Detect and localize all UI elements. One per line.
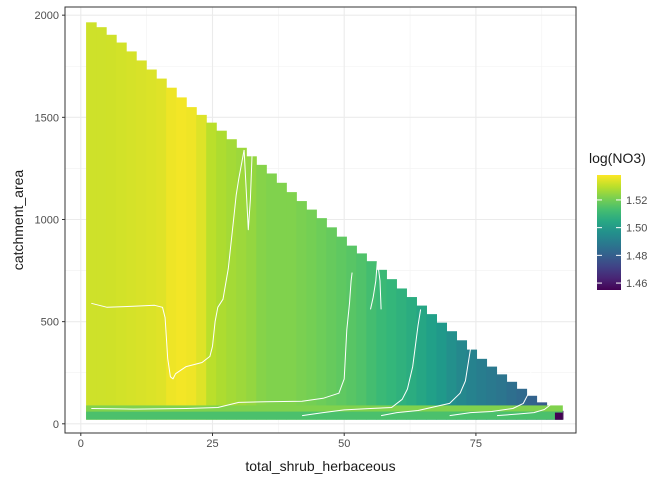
heatmap-cell	[456, 340, 468, 420]
axes: 0 25 50 75 0 500 1000 1500 2000	[35, 10, 483, 450]
legend: log(NO3) 1.46 1.48 1.50 1.52	[589, 150, 647, 290]
heatmap-cell	[506, 381, 518, 420]
contour-line	[370, 259, 382, 310]
heatmap-cell	[346, 245, 357, 420]
contour-line	[302, 309, 422, 417]
heatmap-cell	[336, 236, 347, 420]
plot-panel-border	[64, 6, 577, 434]
heatmap-cell	[306, 209, 317, 420]
heatmap-cell	[326, 227, 337, 420]
y-tick-label: 0	[53, 419, 59, 431]
heatmap-cell	[156, 78, 167, 420]
heatmap-cell	[396, 288, 407, 420]
heatmap-cell	[386, 279, 397, 420]
contour-line	[381, 348, 472, 417]
legend-label: 1.48	[626, 250, 647, 262]
contour-line	[91, 272, 353, 410]
heatmap-cell	[426, 314, 437, 420]
heatmap-cell	[246, 156, 257, 420]
y-tick-label: 2000	[35, 10, 59, 22]
x-axis-title: total_shrub_herbaceous	[245, 458, 395, 474]
heatmap-cell	[416, 305, 427, 420]
legend-label: 1.46	[626, 278, 647, 290]
heatmap-cell	[116, 42, 127, 420]
legend-colorbar	[597, 175, 621, 290]
heatmap-band	[554, 412, 563, 420]
heatmap-cell	[216, 130, 227, 420]
heatmap-band	[86, 411, 563, 420]
x-tick-label: 0	[78, 438, 84, 450]
heatmap-cell	[496, 374, 508, 420]
heatmap-cell	[376, 269, 387, 420]
heatmap-cell	[436, 322, 448, 420]
heatmap-cell	[146, 69, 157, 420]
heatmap-cell	[476, 358, 488, 420]
heatmap-cell	[86, 22, 97, 420]
heatmap-cell	[226, 139, 237, 420]
contour-line	[496, 395, 556, 417]
y-tick-label: 500	[41, 317, 59, 329]
heatmap-cell	[186, 107, 197, 420]
heatmap-cell	[296, 201, 307, 420]
contour-line	[243, 149, 253, 231]
heatmap-cell	[176, 97, 187, 420]
x-tick-label: 25	[206, 438, 218, 450]
heatmap-cell	[136, 60, 147, 420]
heatmap-cell	[366, 261, 377, 420]
heatmap-cell	[266, 173, 277, 420]
heatmap-cells	[86, 22, 564, 420]
heatmap-cell	[236, 147, 247, 420]
y-tick-label: 1000	[35, 214, 59, 226]
heatmap-cell	[356, 253, 367, 420]
heatmap-cell	[126, 51, 137, 420]
y-axis-title: catchment_area	[10, 170, 26, 271]
heatmap-cell	[106, 34, 117, 420]
x-tick-label: 75	[470, 438, 482, 450]
y-tick-label: 1500	[35, 112, 59, 124]
x-tick-label: 50	[338, 438, 350, 450]
heatmap-cell	[486, 366, 498, 420]
contour-line	[449, 368, 532, 417]
legend-title: log(NO3)	[589, 150, 646, 166]
heatmap-cell	[276, 182, 287, 420]
contour-lines	[91, 149, 556, 417]
heatmap-cell	[96, 27, 107, 420]
legend-label: 1.50	[626, 223, 647, 235]
heatmap-cell	[256, 164, 267, 420]
heatmap-cell	[196, 114, 207, 420]
legend-label: 1.52	[626, 195, 647, 207]
heatmap-cell	[316, 218, 327, 420]
heatmap-band	[86, 405, 563, 412]
heatmap-cell	[166, 87, 177, 420]
heatmap-cell	[286, 192, 297, 420]
contour-line	[91, 149, 245, 380]
heatmap-cell	[206, 122, 217, 420]
heatmap-cell	[466, 349, 478, 420]
heatmap-cell	[406, 297, 417, 420]
heatmap-cell	[446, 331, 458, 420]
